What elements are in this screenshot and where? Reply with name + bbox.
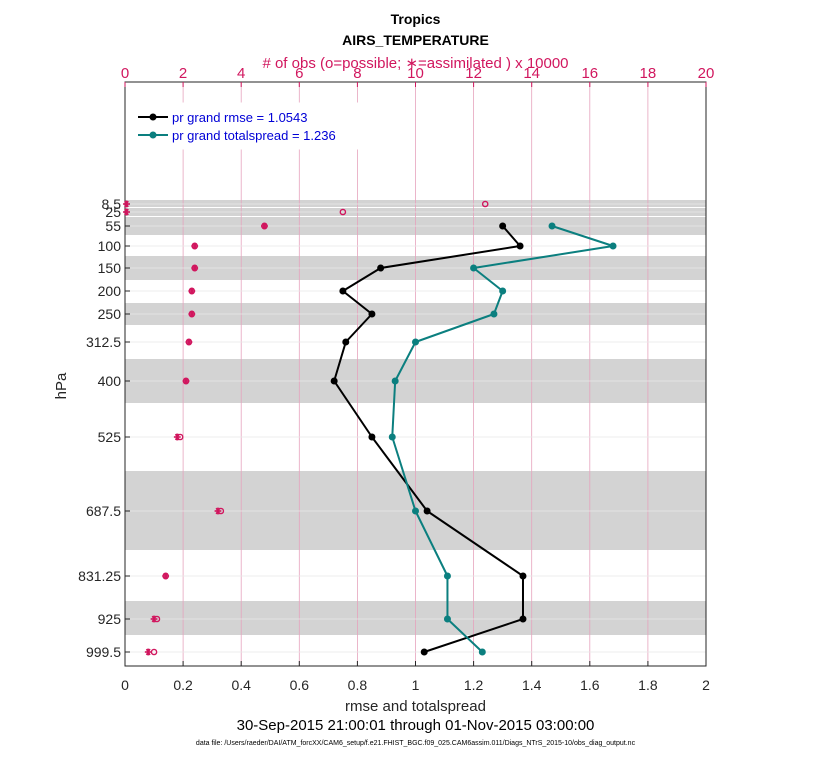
x-tick-label: 0.4 — [231, 677, 251, 693]
obs-assimilated-marker — [214, 507, 222, 515]
date-range: 30-Sep-2015 21:00:01 through 01-Nov-2015… — [237, 717, 595, 734]
rmse-point — [339, 287, 347, 295]
top-tick-label: 20 — [698, 65, 715, 82]
top-tick-label: 2 — [179, 65, 187, 82]
x-tick-label: 0 — [121, 677, 129, 693]
obs-assimilated-marker — [188, 287, 196, 295]
obs-assimilated-marker — [182, 377, 190, 385]
data-file-note: data file: /Users/raeder/DAI/ATM_forcXX/… — [196, 740, 636, 747]
y-tick-label: 687.5 — [86, 503, 121, 519]
x-tick-label: 1.8 — [638, 677, 658, 693]
top-tick-label: 0 — [121, 65, 129, 82]
legend-marker-spread — [149, 131, 157, 139]
rmse-point — [420, 648, 428, 656]
y-axis-label: hPa — [53, 372, 70, 399]
obs-assimilated-marker — [191, 264, 199, 272]
obs-assimilated-marker — [162, 572, 170, 580]
legend-marker-rmse — [149, 113, 157, 121]
top-tick-label: 10 — [407, 65, 424, 82]
obs-assimilated-marker — [185, 338, 193, 346]
x-tick-label: 0.6 — [290, 677, 310, 693]
x-tick-label: 1.2 — [464, 677, 484, 693]
y-tick-label: 312.5 — [86, 334, 121, 350]
rmse-point — [342, 338, 350, 346]
obs-possible-marker — [481, 200, 489, 208]
obs-assimilated-marker — [123, 200, 130, 208]
y-tick-label: 831.25 — [78, 568, 121, 584]
y-tick-label: 25 — [105, 204, 121, 220]
spread-point — [391, 377, 399, 385]
top-tick-label: 6 — [295, 65, 303, 82]
top-tick-label: 18 — [640, 65, 657, 82]
obs-assimilated-marker — [173, 433, 181, 441]
y-tick-label: 200 — [98, 283, 122, 299]
top-tick-label: 8 — [353, 65, 361, 82]
x-tick-label: 1 — [412, 677, 420, 693]
spread-point — [443, 615, 451, 623]
spread-point — [443, 572, 451, 580]
obs-possible-marker — [339, 208, 347, 216]
y-tick-label: 925 — [98, 611, 122, 627]
legend-box — [130, 102, 362, 150]
x-tick-label: 0.8 — [348, 677, 368, 693]
axis-ticks: 0 0.2 0.4 0.6 0.8 1 1.2 1.4 1.6 1.8 20 2 4 6 8 10 12 14 16… — [78, 65, 714, 693]
top-tick-label: 12 — [465, 65, 482, 82]
spread-point — [490, 310, 498, 318]
legend-label-rmse: pr grand rmse = 1.0543 — [172, 110, 308, 125]
chart-subtitle: AIRS_TEMPERATURE — [342, 32, 489, 48]
top-tick-label: 4 — [237, 65, 245, 82]
obs-assimilated-marker — [150, 615, 158, 623]
x-tick-label: 1.4 — [522, 677, 542, 693]
rmse-point — [423, 507, 431, 515]
spread-point — [609, 242, 617, 250]
y-tick-label: 250 — [98, 306, 122, 322]
y-tick-label: 525 — [98, 429, 122, 445]
rmse-point — [377, 264, 385, 272]
obs-assimilated-marker — [188, 310, 196, 318]
legend: pr grand rmse = 1.0543 pr grand totalspr… — [130, 102, 362, 150]
top-tick-label: 16 — [581, 65, 598, 82]
y-tick-label: 100 — [98, 238, 122, 254]
y-tick-label: 55 — [105, 218, 121, 234]
x-axis-label: rmse and totalspread — [345, 698, 486, 715]
spread-point — [478, 648, 486, 656]
obs-assimilated-marker — [191, 242, 199, 250]
rmse-point — [516, 242, 524, 250]
obs-assimilated-marker — [261, 222, 268, 230]
spread-point — [412, 507, 419, 515]
spread-point — [412, 338, 419, 346]
x-tick-label: 0.2 — [173, 677, 193, 693]
obs-assimilated-marker — [123, 208, 130, 216]
spread-point — [499, 287, 507, 295]
spread-point — [388, 433, 396, 441]
rmse-point — [499, 222, 507, 230]
rmse-point — [368, 433, 376, 441]
y-tick-label: 150 — [98, 260, 122, 276]
top-tick-label: 14 — [523, 65, 540, 82]
rmse-point — [368, 310, 376, 318]
spread-point — [470, 264, 478, 272]
series-line-spread — [391, 225, 615, 653]
obs-assimilated-marker — [144, 648, 152, 656]
y-tick-label: 8.5 — [102, 196, 122, 212]
x-tick-label: 1.6 — [580, 677, 600, 693]
x-tick-label: 2 — [702, 677, 710, 693]
series-line-rmse — [333, 225, 524, 653]
rmse-point — [330, 377, 338, 385]
legend-label-spread: pr grand totalspread = 1.236 — [172, 128, 336, 143]
series-layer — [330, 222, 617, 656]
top-axis-label: # of obs (o=possible; ∗=assimilated ) x … — [262, 55, 568, 72]
rmse-point — [519, 572, 527, 580]
chart-title: Tropics — [391, 11, 441, 27]
obs-markers — [123, 200, 489, 656]
spread-point — [548, 222, 556, 230]
y-tick-label: 999.5 — [86, 644, 121, 660]
y-tick-label: 400 — [98, 373, 122, 389]
rmse-point — [519, 615, 527, 623]
